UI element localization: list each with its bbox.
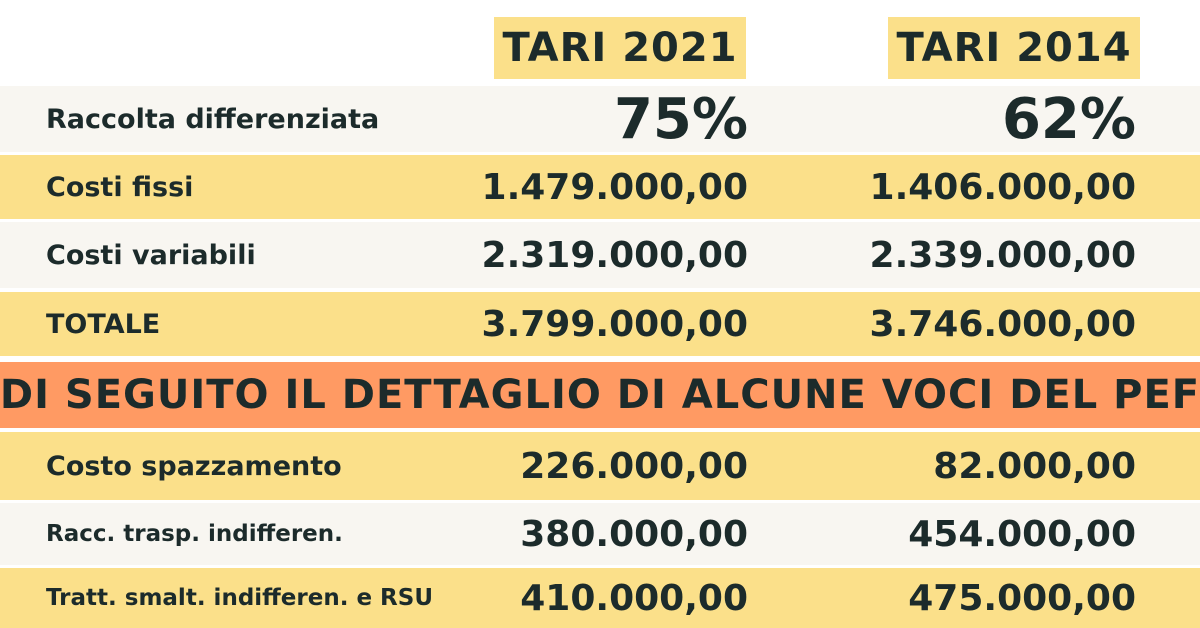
table-row-raccolta: Raccolta differenziata 75% 62%	[0, 86, 1200, 152]
section-banner: DI SEGUITO IL DETTAGLIO DI ALCUNE VOCI D…	[0, 362, 1200, 428]
value-2021: 75%	[613, 86, 748, 152]
table-row-costi-variabili: Costi variabili 2.319.000,00 2.339.000,0…	[0, 222, 1200, 288]
row-label: Costi fissi	[46, 171, 194, 203]
value-2014: 82.000,00	[933, 445, 1136, 487]
row-label: Costi variabili	[46, 239, 256, 271]
row-label: Costo spazzamento	[46, 450, 342, 482]
banner-text: DI SEGUITO IL DETTAGLIO DI ALCUNE VOCI D…	[0, 372, 1200, 418]
value-2021: 1.479.000,00	[481, 166, 748, 208]
value-2021: 2.319.000,00	[481, 234, 748, 276]
value-2021: 3.799.000,00	[481, 303, 748, 345]
row-label: TOTALE	[46, 308, 161, 340]
table-row-totale: TOTALE 3.799.000,00 3.746.000,00	[0, 292, 1200, 356]
value-2014: 1.406.000,00	[869, 166, 1136, 208]
table-row-racc-trasp: Racc. trasp. indifferen. 380.000,00 454.…	[0, 503, 1200, 565]
header-tari-2021: TARI 2021	[494, 17, 746, 79]
table-row-tratt-smalt: Tratt. smalt. indifferen. e RSU 410.000,…	[0, 568, 1200, 628]
value-2014: 454.000,00	[908, 513, 1136, 555]
table-row-spazzamento: Costo spazzamento 226.000,00 82.000,00	[0, 432, 1200, 500]
value-2021: 410.000,00	[520, 577, 748, 619]
header-tari-2014: TARI 2014	[888, 17, 1140, 79]
value-2021: 226.000,00	[520, 445, 748, 487]
value-2014: 62%	[1001, 86, 1136, 152]
row-label: Racc. trasp. indifferen.	[46, 521, 343, 547]
value-2014: 3.746.000,00	[869, 303, 1136, 345]
value-2014: 2.339.000,00	[869, 234, 1136, 276]
value-2021: 380.000,00	[520, 513, 748, 555]
value-2014: 475.000,00	[908, 577, 1136, 619]
row-label: Tratt. smalt. indifferen. e RSU	[46, 585, 434, 611]
table-row-costi-fissi: Costi fissi 1.479.000,00 1.406.000,00	[0, 155, 1200, 219]
row-label: Raccolta differenziata	[46, 103, 380, 135]
